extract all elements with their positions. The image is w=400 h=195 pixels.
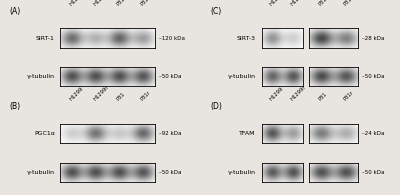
- Text: γ-tubulin: γ-tubulin: [27, 74, 55, 79]
- Text: SIRT-3: SIRT-3: [237, 36, 256, 41]
- Text: –50 kDa: –50 kDa: [362, 74, 385, 79]
- Text: –50 kDa: –50 kDa: [362, 170, 385, 175]
- Text: γ-tubulin: γ-tubulin: [27, 170, 55, 175]
- Text: P31r: P31r: [140, 90, 152, 102]
- Text: P31r: P31r: [342, 0, 354, 7]
- Text: –92 kDa: –92 kDa: [159, 131, 181, 136]
- Text: –50 kDa: –50 kDa: [159, 170, 181, 175]
- Text: H1299r: H1299r: [92, 0, 110, 7]
- Text: PGC1α: PGC1α: [34, 131, 55, 136]
- Text: P31: P31: [318, 0, 328, 7]
- Text: P31r: P31r: [342, 90, 354, 102]
- Text: (C): (C): [210, 7, 221, 16]
- Text: (D): (D): [210, 102, 222, 111]
- Text: –120 kDa: –120 kDa: [159, 36, 185, 41]
- Text: H1299r: H1299r: [289, 85, 307, 102]
- Text: TFAM: TFAM: [240, 131, 256, 136]
- Text: H1299: H1299: [268, 86, 284, 102]
- Text: γ-tubulin: γ-tubulin: [228, 74, 256, 79]
- Text: H1299r: H1299r: [92, 85, 110, 102]
- Text: γ-tubulin: γ-tubulin: [228, 170, 256, 175]
- Text: P31r: P31r: [140, 0, 152, 7]
- Text: P31: P31: [116, 92, 126, 102]
- Text: H1299: H1299: [69, 0, 84, 7]
- Text: (A): (A): [10, 7, 21, 16]
- Text: P31: P31: [318, 92, 328, 102]
- Text: –24 kDa: –24 kDa: [362, 131, 385, 136]
- Text: (B): (B): [10, 102, 21, 111]
- Text: –28 kDa: –28 kDa: [362, 36, 385, 41]
- Text: –50 kDa: –50 kDa: [159, 74, 181, 79]
- Text: P31: P31: [116, 0, 126, 7]
- Text: SIRT-1: SIRT-1: [36, 36, 55, 41]
- Text: H1299: H1299: [69, 86, 84, 102]
- Text: H1299: H1299: [268, 0, 284, 7]
- Text: H1299r: H1299r: [289, 0, 307, 7]
